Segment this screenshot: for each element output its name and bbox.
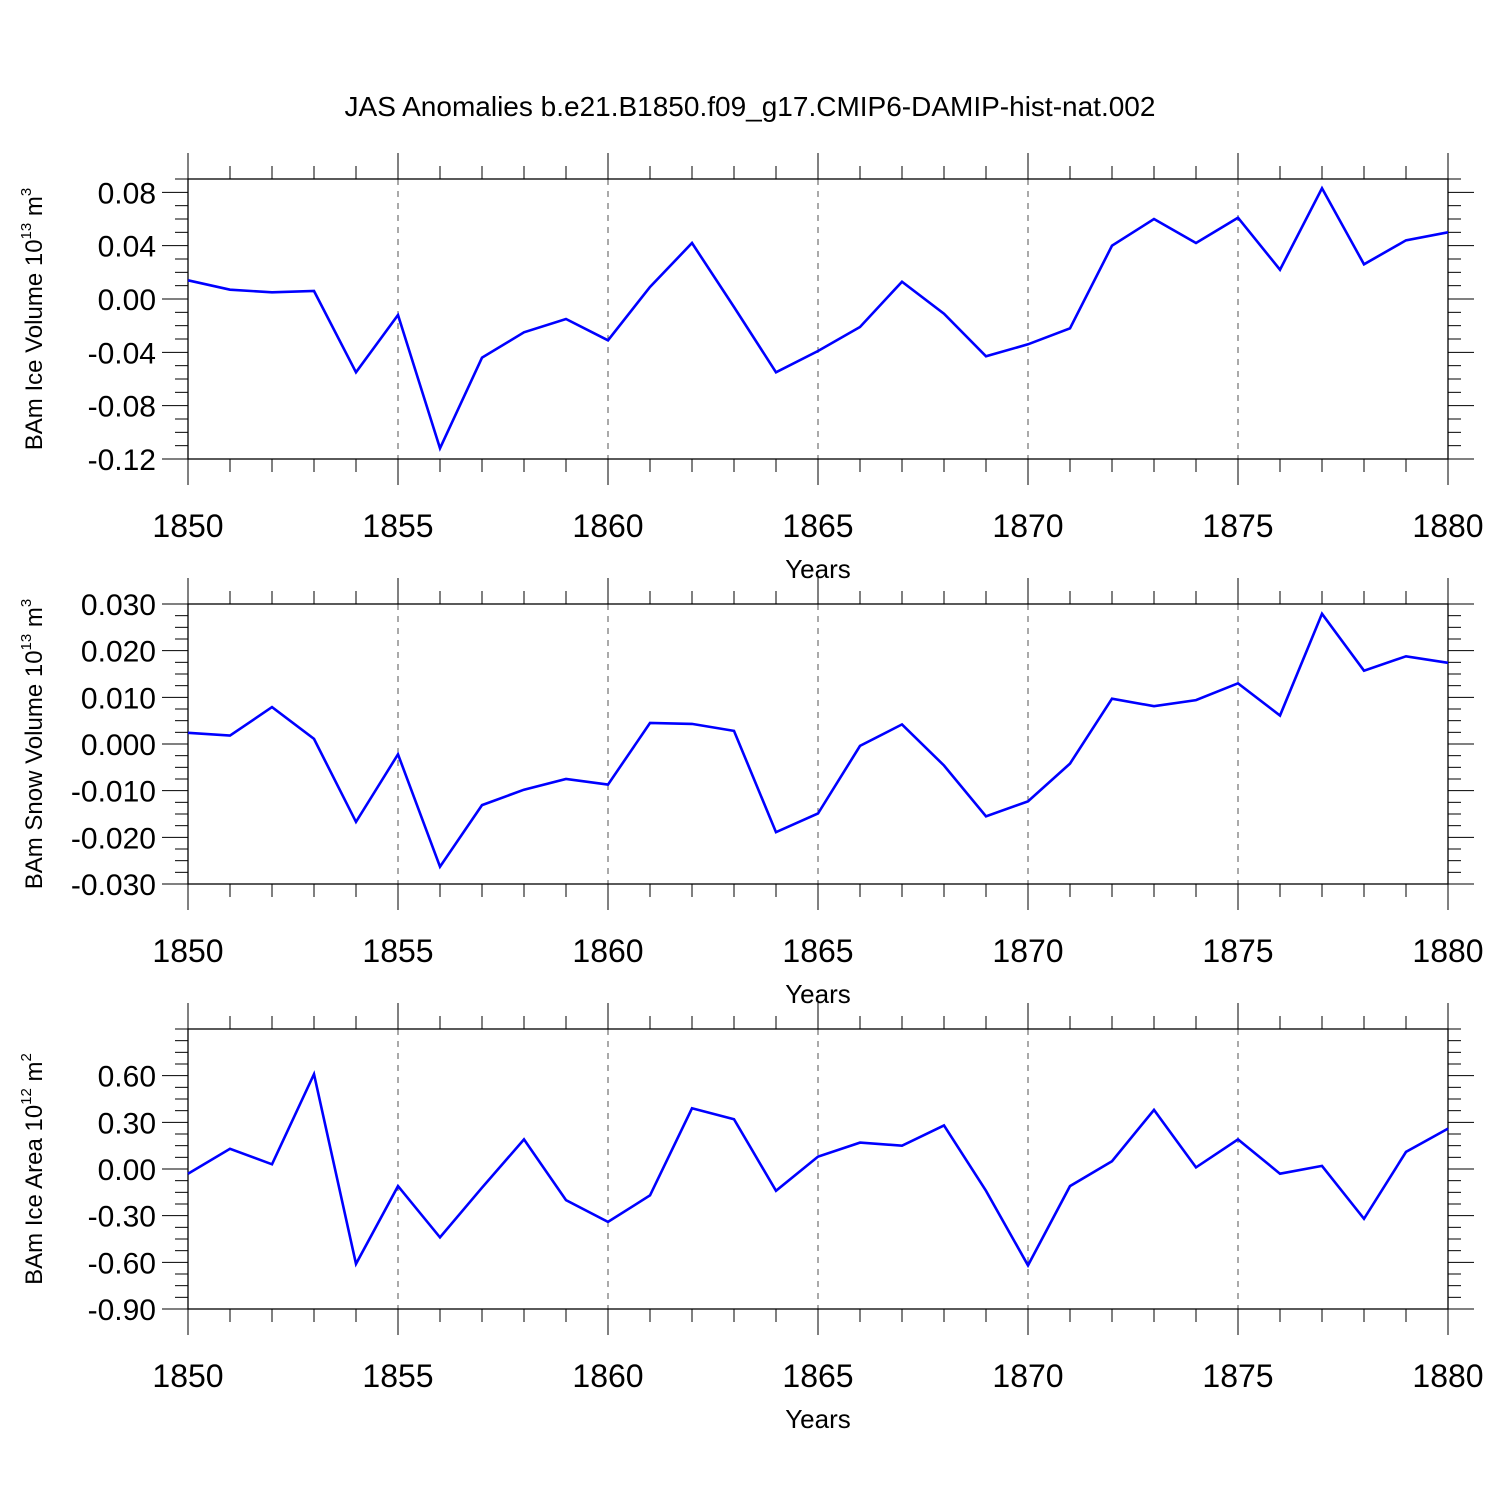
x-tick-label: 1875 bbox=[1202, 508, 1273, 544]
y-axis-label-text: BAm Ice Area 10 bbox=[21, 1105, 48, 1285]
x-tick-label: 1865 bbox=[782, 933, 853, 969]
y-tick-label: 0.010 bbox=[81, 682, 156, 715]
x-tick-label: 1850 bbox=[152, 508, 223, 544]
x-tick-label: 1880 bbox=[1412, 933, 1483, 969]
y-axis-label: BAm Ice Area 1012 m2 bbox=[18, 1053, 48, 1285]
y-tick-label: -0.90 bbox=[88, 1294, 156, 1327]
y-axis-label: BAm Snow Volume 1013 m3 bbox=[18, 599, 48, 890]
y-tick-label: 0.00 bbox=[98, 1154, 156, 1187]
y-tick-label: 0.60 bbox=[98, 1061, 156, 1094]
y-axis-label-text: BAm Ice Volume 10 bbox=[21, 239, 48, 450]
x-tick-label: 1850 bbox=[152, 933, 223, 969]
series-line bbox=[187, 185, 1449, 452]
x-tick-label: 1870 bbox=[992, 508, 1063, 544]
y-tick-label: 0.04 bbox=[98, 231, 156, 264]
panel-3: 1850 1855 1860 1865 1870 1875 1880 0.60 0.30 0.00… bbox=[18, 1003, 1484, 1434]
x-tick-label: 1855 bbox=[362, 933, 433, 969]
y-axis-label: BAm Ice Volume 1013 m3 bbox=[18, 188, 48, 450]
y-tick-label: -0.08 bbox=[88, 391, 156, 424]
series-line bbox=[187, 611, 1449, 870]
y-tick-label: -0.020 bbox=[71, 822, 156, 855]
x-tick-label: 1855 bbox=[362, 508, 433, 544]
x-tick-label: 1880 bbox=[1412, 1358, 1483, 1394]
y-tick-label: 0.30 bbox=[98, 1107, 156, 1140]
y-axis-label-exponent: 13 bbox=[18, 223, 35, 240]
panel-2: 1850 1855 1860 1865 1870 1875 1880 0.030 0.020 0.… bbox=[18, 578, 1484, 1009]
x-tick-label: 1855 bbox=[362, 1358, 433, 1394]
panel-1: 1850 1855 1860 1865 1870 1875 1880 0.08 0.04 0.00… bbox=[18, 153, 1484, 584]
y-tick-label: -0.60 bbox=[88, 1247, 156, 1280]
x-tick-label: 1865 bbox=[782, 1358, 853, 1394]
x-tick-label: 1850 bbox=[152, 1358, 223, 1394]
x-tick-label: 1860 bbox=[572, 508, 643, 544]
series-line bbox=[187, 1070, 1449, 1269]
y-axis-label-unit-exponent: 3 bbox=[18, 599, 35, 607]
x-axis-label: Years bbox=[785, 1404, 851, 1434]
y-axis-label-exponent: 13 bbox=[18, 634, 35, 651]
x-tick-label: 1865 bbox=[782, 508, 853, 544]
y-tick-label: -0.030 bbox=[71, 869, 156, 902]
x-tick-label: 1860 bbox=[572, 933, 643, 969]
y-axis-label-unit: m bbox=[21, 607, 48, 634]
chart-title: JAS Anomalies b.e21.B1850.f09_g17.CMIP6-… bbox=[345, 91, 1156, 122]
y-axis-label-unit: m bbox=[21, 196, 48, 223]
x-tick-label: 1860 bbox=[572, 1358, 643, 1394]
y-axis-label-text: BAm Snow Volume 10 bbox=[21, 650, 48, 889]
x-tick-label: 1875 bbox=[1202, 933, 1273, 969]
y-tick-label: 0.08 bbox=[98, 177, 156, 210]
y-axis-label-unit-exponent: 3 bbox=[18, 188, 35, 196]
x-tick-label: 1870 bbox=[992, 1358, 1063, 1394]
y-axis-label-exponent: 12 bbox=[18, 1088, 35, 1105]
y-tick-label: 0.000 bbox=[81, 729, 156, 762]
x-tick-label: 1880 bbox=[1412, 508, 1483, 544]
y-tick-label: -0.12 bbox=[88, 444, 156, 477]
y-axis-label-unit-exponent: 2 bbox=[18, 1053, 35, 1061]
y-tick-label: -0.30 bbox=[88, 1201, 156, 1234]
y-tick-label: -0.04 bbox=[88, 337, 156, 370]
x-tick-label: 1875 bbox=[1202, 1358, 1273, 1394]
y-tick-label: 0.020 bbox=[81, 636, 156, 669]
y-tick-label: -0.010 bbox=[71, 776, 156, 809]
y-tick-label: 0.030 bbox=[81, 589, 156, 622]
x-tick-label: 1870 bbox=[992, 933, 1063, 969]
y-tick-label: 0.00 bbox=[98, 284, 156, 317]
y-axis-label-unit: m bbox=[21, 1061, 48, 1088]
